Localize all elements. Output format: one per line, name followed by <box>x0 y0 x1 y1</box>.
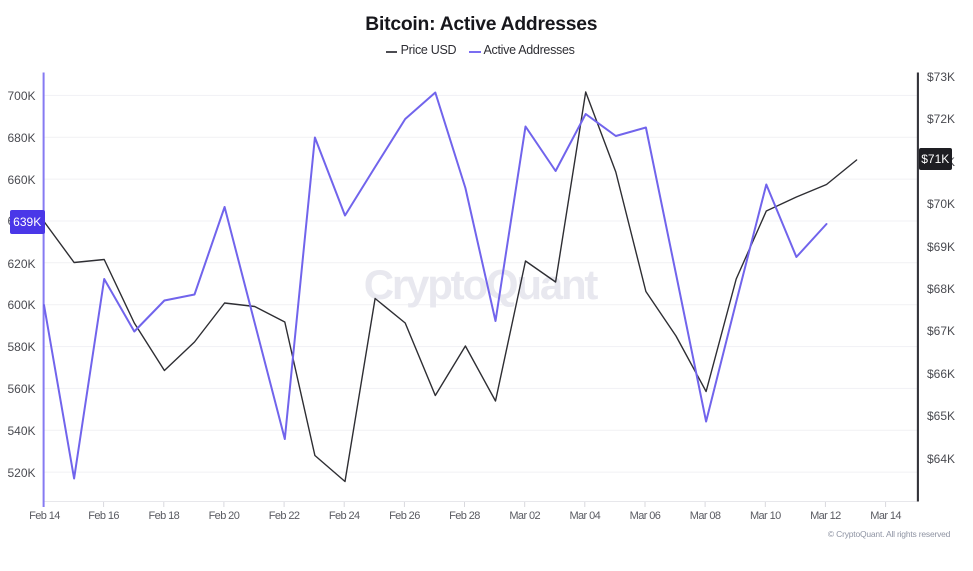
svg-text:CryptoQuant: CryptoQuant <box>364 261 599 308</box>
